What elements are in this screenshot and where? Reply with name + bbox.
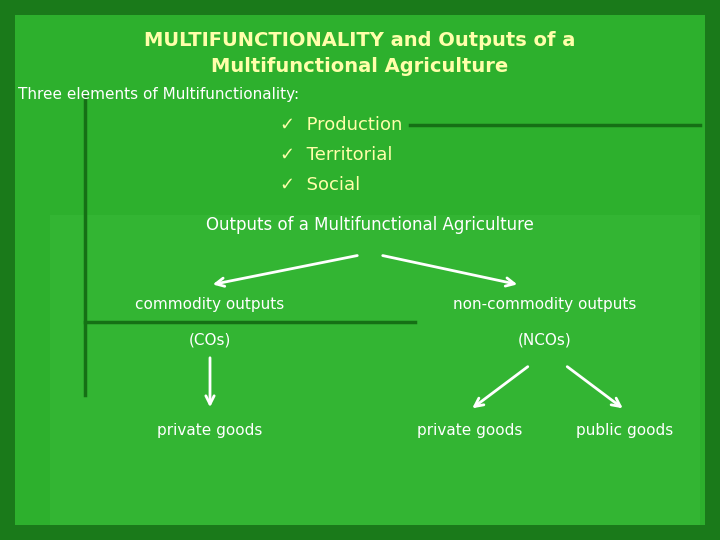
Text: Multifunctional Agriculture: Multifunctional Agriculture [212, 57, 508, 77]
Text: (NCOs): (NCOs) [518, 333, 572, 348]
Text: commodity outputs: commodity outputs [135, 298, 284, 313]
Text: private goods: private goods [418, 422, 523, 437]
Text: MULTIFUNCTIONALITY and Outputs of a: MULTIFUNCTIONALITY and Outputs of a [144, 30, 576, 50]
Text: private goods: private goods [157, 422, 263, 437]
Text: ✓  Territorial: ✓ Territorial [280, 146, 392, 164]
Text: ✓  Production: ✓ Production [280, 116, 402, 134]
Text: ✓  Social: ✓ Social [280, 176, 360, 194]
Bar [50, 215, 700, 525]
Text: public goods: public goods [577, 422, 674, 437]
Text: (COs): (COs) [189, 333, 231, 348]
Text: Three elements of Multifunctionality:: Three elements of Multifunctionality: [18, 87, 299, 103]
Text: non-commodity outputs: non-commodity outputs [454, 298, 636, 313]
Text: Outputs of a Multifunctional Agriculture: Outputs of a Multifunctional Agriculture [206, 216, 534, 234]
